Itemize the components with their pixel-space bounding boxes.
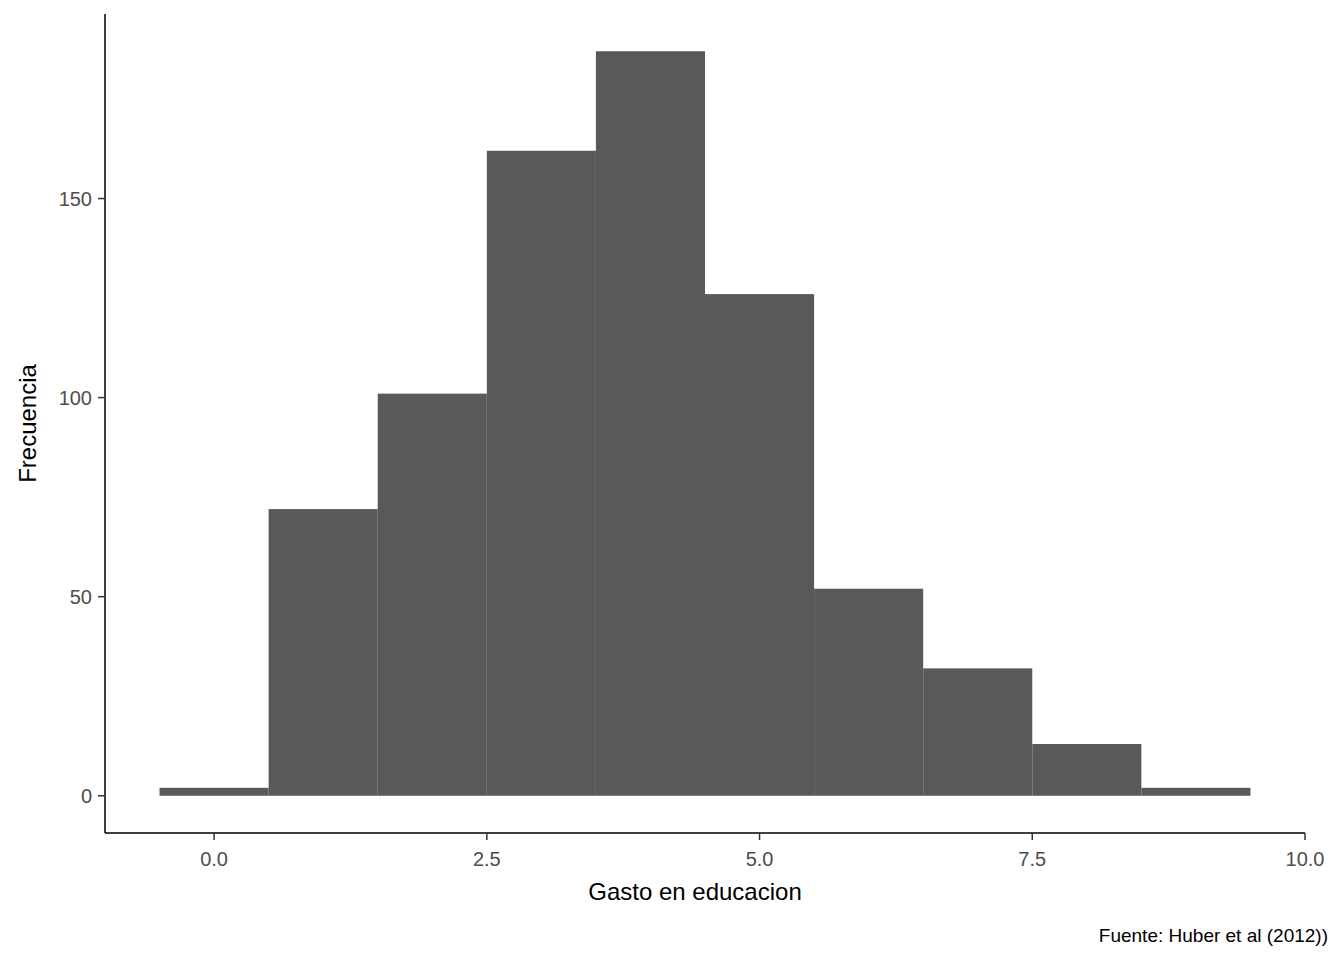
histogram-bar <box>596 51 705 796</box>
y-axis-title: Frecuencia <box>14 363 41 482</box>
x-tick <box>1304 833 1306 840</box>
x-tick-label: 7.5 <box>1018 848 1046 870</box>
y-tick-label: 150 <box>59 188 92 210</box>
histogram-bar <box>378 394 487 796</box>
histogram-bar <box>160 788 269 796</box>
histogram-bar <box>705 294 814 796</box>
x-tick <box>486 833 488 840</box>
bars <box>160 51 1251 796</box>
background <box>0 0 1344 960</box>
histogram-bar <box>487 151 596 796</box>
x-tick <box>213 833 215 840</box>
y-tick-label: 50 <box>70 586 92 608</box>
histogram-bar <box>814 589 923 796</box>
y-axis-line <box>104 14 106 833</box>
chart-svg: 0.0 2.5 5.0 7.5 10.0 0 50 100 150 Gasto en educac… <box>0 0 1344 960</box>
y-tick <box>98 397 105 399</box>
histogram-bar <box>1141 788 1250 796</box>
x-tick-label: 10.0 <box>1286 848 1325 870</box>
x-axis-title: Gasto en educacion <box>588 878 801 905</box>
x-axis-line <box>105 832 1305 834</box>
caption: Fuente: Huber et al (2012)) <box>1099 925 1328 946</box>
y-tick <box>98 795 105 797</box>
x-tick <box>759 833 761 840</box>
x-tick-label: 2.5 <box>473 848 501 870</box>
histogram-bar <box>1032 744 1141 796</box>
histogram-bar <box>923 668 1032 795</box>
x-tick <box>1032 833 1034 840</box>
x-tick-label: 0.0 <box>200 848 228 870</box>
chart-container: 0.0 2.5 5.0 7.5 10.0 0 50 100 150 Gasto en educac… <box>0 0 1344 960</box>
histogram-bar <box>269 509 378 796</box>
y-tick-label: 100 <box>59 387 92 409</box>
y-tick <box>98 596 105 598</box>
x-tick-label: 5.0 <box>746 848 774 870</box>
y-tick-label: 0 <box>81 785 92 807</box>
y-tick <box>98 198 105 200</box>
